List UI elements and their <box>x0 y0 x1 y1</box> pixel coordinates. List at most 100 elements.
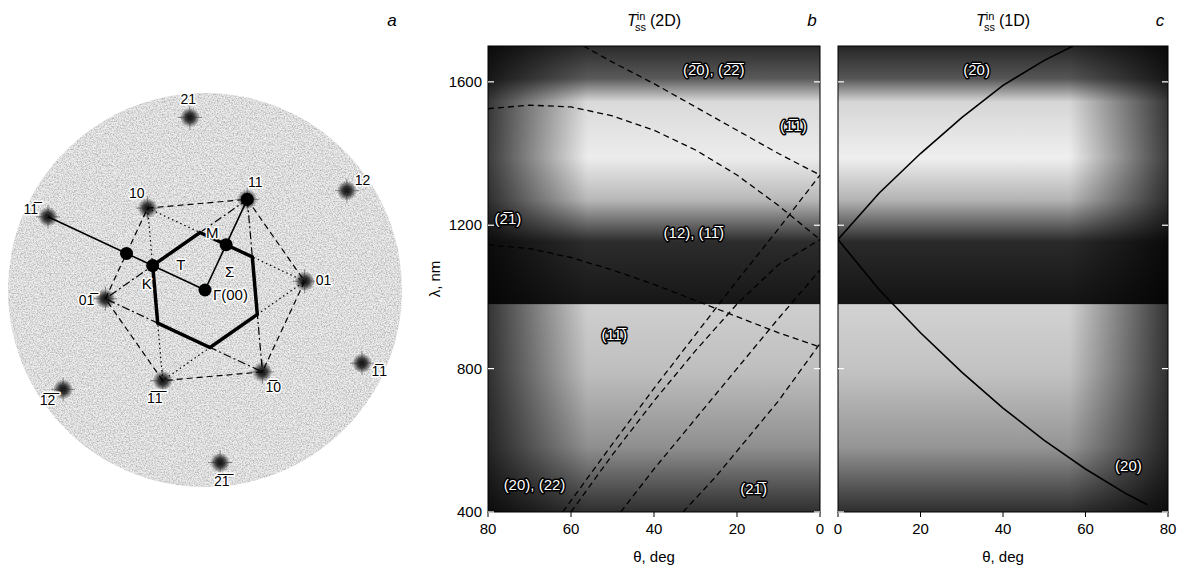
y-tick-label: 800 <box>457 360 482 377</box>
spot-streak <box>63 377 64 401</box>
dashdot-triangle <box>105 199 262 372</box>
panel-c: 020406080θ, degTinss(1D)c(2̅0)(20) <box>834 10 1177 565</box>
diagram-label: K <box>142 275 152 292</box>
diagram-label: 11 <box>248 174 263 190</box>
curve <box>621 270 820 512</box>
y-tick <box>838 225 844 226</box>
x-axis-title: θ, deg <box>982 548 1024 565</box>
diagram-label: 1̅1̅ <box>147 390 168 406</box>
y-tick <box>488 511 494 512</box>
x-tick-label: 0 <box>834 520 842 537</box>
diagram-label: T <box>176 256 185 273</box>
diagram-label: 01̅ <box>79 292 100 308</box>
y-tick <box>838 511 844 512</box>
y-tick <box>814 511 820 512</box>
figure: 10 11 01 1̅0 1̅1̅ 01̅ 21 12 1̅1 2̅1̅ 1̅2̅ 11̅ Γ(00) M… <box>0 0 1184 572</box>
plot-frame <box>838 46 1168 512</box>
spot-streak <box>346 179 347 203</box>
curve-label: (1̅1) <box>780 117 807 134</box>
curve-label: (2̅0), (2̅2̅) <box>683 61 745 78</box>
y-tick <box>1162 511 1168 512</box>
title: Tinss(1D) <box>976 10 1030 33</box>
map-shade <box>838 46 1168 512</box>
diagram-label: 01 <box>316 272 332 288</box>
spot-streak <box>361 351 362 375</box>
gamma-k-line <box>48 217 205 290</box>
symmetry-point <box>120 247 133 260</box>
curve-label: (20) <box>1115 457 1142 474</box>
speckle <box>8 93 402 487</box>
y-tick <box>488 368 494 369</box>
x-tick <box>571 512 572 517</box>
title: Tinss(2D) <box>627 10 681 33</box>
diagram-label: 11̅ <box>24 201 44 217</box>
x-tick-label: 20 <box>729 520 746 537</box>
map-shade <box>488 46 820 512</box>
data-group <box>838 46 1147 505</box>
symmetry-point <box>220 238 233 251</box>
diagram-label: 21 <box>180 91 196 107</box>
y-tick <box>1162 81 1168 82</box>
y-tick <box>488 81 494 82</box>
curve <box>563 175 820 512</box>
y-axis-title: λ, nm <box>426 261 443 298</box>
x-tick <box>488 512 489 517</box>
title-tail: (1D) <box>999 12 1030 29</box>
x-tick <box>737 512 738 517</box>
y-tick <box>488 225 494 226</box>
diagram-label: M <box>206 224 219 241</box>
panel-letter: a <box>387 11 396 30</box>
y-tick <box>838 368 844 369</box>
x-tick-label: 40 <box>646 520 663 537</box>
curve <box>488 245 820 347</box>
brillouin-zone <box>153 233 258 348</box>
y-tick <box>814 81 820 82</box>
panel-b: 80604020040080012001600θ, degλ, nmTinss(… <box>426 10 824 565</box>
y-tick <box>814 225 820 226</box>
x-tick-label: 60 <box>563 520 580 537</box>
symmetry-point <box>199 284 212 297</box>
diagram-label: 10 <box>129 185 145 201</box>
x-tick <box>1168 512 1169 517</box>
curve <box>683 344 820 512</box>
map-background <box>838 46 1168 512</box>
x-tick <box>820 512 821 517</box>
gamma-m-line <box>205 199 247 290</box>
panel-letter: b <box>807 11 816 30</box>
title-tail: (2D) <box>650 12 681 29</box>
curve <box>838 240 1147 505</box>
x-tick-label: 80 <box>1160 520 1177 537</box>
y-tick-label: 1600 <box>449 73 482 90</box>
map-background <box>488 46 820 512</box>
diagram-label: 1̅2̅ <box>40 392 61 408</box>
panel-letter: c <box>1156 11 1165 30</box>
spot-hexagon <box>105 199 304 380</box>
panel-a: 10 11 01 1̅0 1̅1̅ 01̅ 21 12 1̅1 2̅1̅ 1̅2̅ 11̅ Γ(00) M… <box>8 91 402 490</box>
curve <box>583 46 820 175</box>
y-tick <box>814 368 820 369</box>
diagram-label: 12 <box>355 172 371 188</box>
curve <box>838 46 1073 240</box>
curve <box>488 105 820 239</box>
diagram-label: 2̅1̅ <box>214 473 235 489</box>
y-tick <box>838 81 844 82</box>
x-tick <box>920 512 921 517</box>
curve-label: (20), (22) <box>504 476 566 493</box>
x-tick <box>838 512 839 517</box>
screen <box>8 93 402 487</box>
title-sub: ss <box>984 21 996 33</box>
x-tick-label: 20 <box>912 520 929 537</box>
diagram-label: Σ <box>225 263 234 280</box>
diagram-label: Γ(00) <box>213 286 248 303</box>
x-axis-title: θ, deg <box>633 548 675 565</box>
x-tick <box>1003 512 1004 517</box>
curve <box>571 240 820 512</box>
diagram-label: 1̅0 <box>265 379 281 395</box>
y-tick <box>1162 368 1168 369</box>
spot-streak <box>220 451 221 475</box>
curve-label: (2̅0) <box>963 61 990 78</box>
spot-streak <box>189 105 190 129</box>
symmetry-point <box>146 259 159 272</box>
x-tick-label: 40 <box>995 520 1012 537</box>
diagram-label: 1̅1 <box>371 363 387 379</box>
